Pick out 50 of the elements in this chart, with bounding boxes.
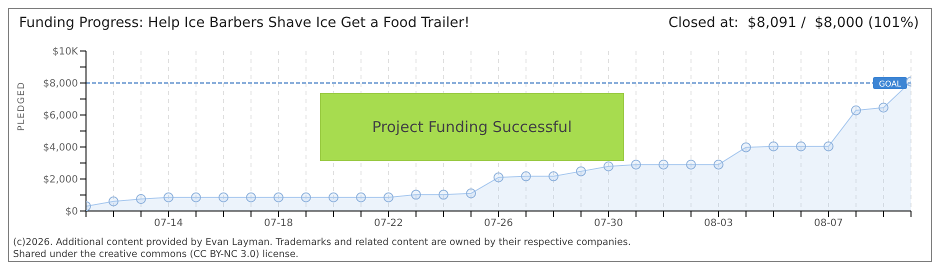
y-axis-title: PLEDGED (17, 81, 28, 131)
ref-line-label: GOAL (878, 80, 902, 88)
text: Shared under the creative commons (CC BY-NC 3.0) license. (13, 249, 299, 260)
x-tick-label: 07-30 (594, 218, 624, 230)
point (274, 192, 284, 202)
point (494, 172, 504, 182)
x-tick-label: 07-26 (484, 218, 514, 230)
y-tick-label: $10K (52, 46, 78, 58)
point (548, 171, 558, 182)
point (631, 160, 641, 170)
point (521, 171, 531, 182)
y-tick-label: $8,000 (43, 78, 78, 90)
point (741, 142, 751, 152)
point (384, 192, 394, 202)
point (218, 192, 228, 202)
point (328, 192, 338, 202)
x-tick-label: 07-22 (374, 218, 404, 230)
point (301, 192, 311, 202)
y-tick-label: $4,000 (43, 142, 78, 154)
point (191, 192, 201, 202)
y-tick-label: $0 (65, 206, 78, 218)
point (658, 160, 668, 170)
annotation: Project Funding Successful (372, 118, 572, 136)
chart-subtitle: Closed at: $8,091 / $8,000 (101%) (668, 15, 919, 31)
point (878, 102, 888, 113)
point (604, 161, 614, 172)
point (356, 192, 366, 202)
x-tick-label: 08-07 (814, 218, 844, 230)
point (851, 105, 861, 116)
point (164, 192, 174, 202)
chart-title: Funding Progress: Help Ice Barbers Shave Ice Get a Food Trailer! (19, 15, 470, 31)
point (246, 192, 256, 202)
point (576, 166, 586, 176)
x-tick-label: 08-03 (704, 218, 734, 230)
x-tick-label: 07-14 (154, 218, 184, 230)
point (824, 141, 834, 152)
text-banner: Project Funding Successful (320, 93, 624, 161)
point (714, 160, 724, 170)
x-tick-label: 07-18 (264, 218, 294, 230)
y-tick-label: $2,000 (43, 174, 78, 186)
point (108, 196, 118, 206)
point (438, 190, 448, 200)
point (136, 194, 146, 204)
y-tick-label: $6,000 (43, 110, 78, 122)
point (411, 190, 421, 200)
point (686, 160, 696, 170)
text: (c)2026. Additional content provided by Evan Layman. Trademarks and related content are owned by their respective companies. (13, 237, 631, 248)
point (796, 141, 806, 152)
point (466, 188, 476, 198)
point (768, 141, 778, 152)
